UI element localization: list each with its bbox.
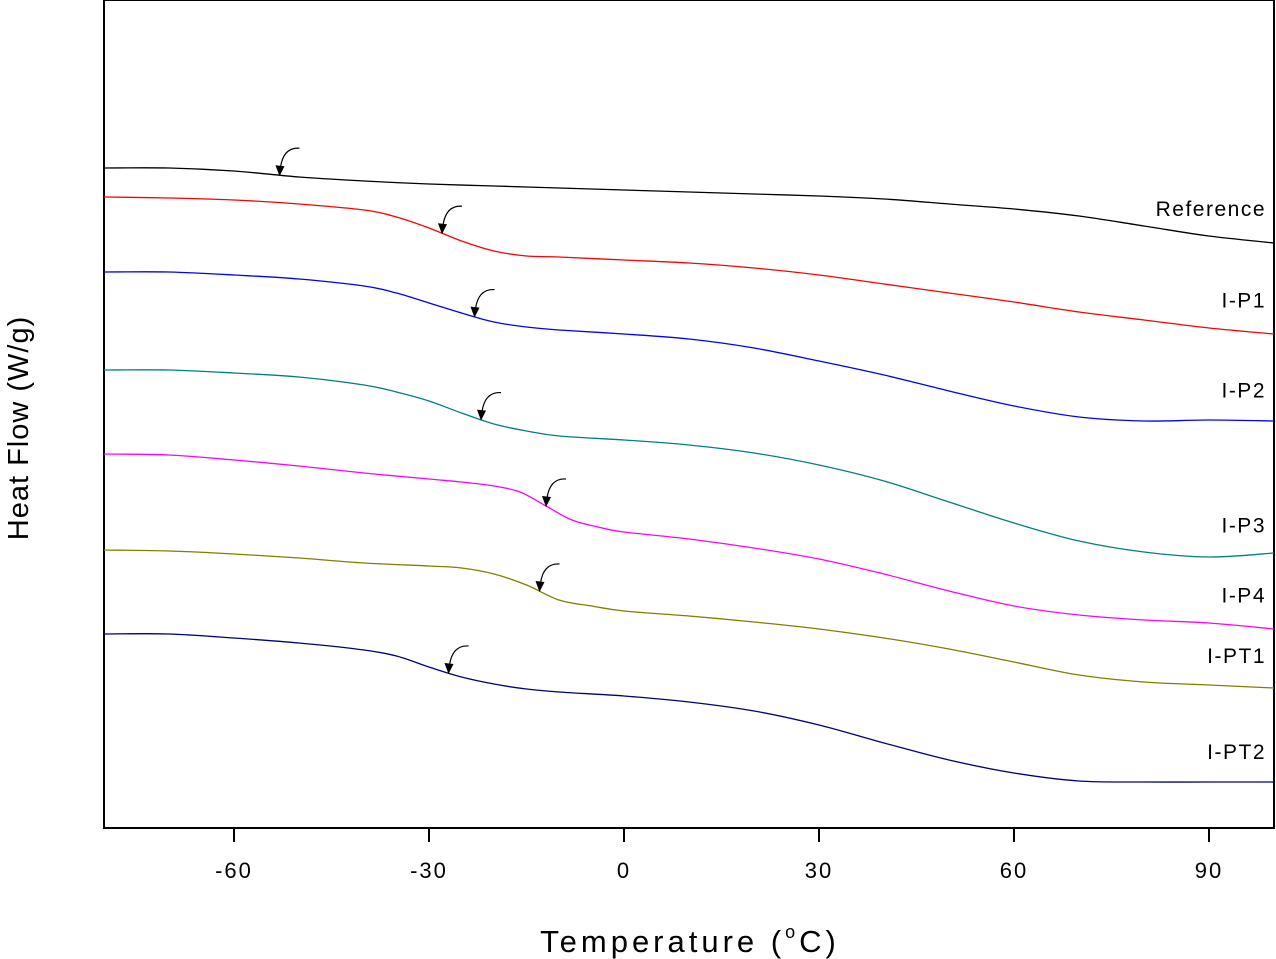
- series-label-i-p3: I-P3: [1221, 514, 1266, 537]
- series-layer: [103, 167, 1275, 783]
- tg-arrow-reference: [275, 147, 300, 177]
- series-line-i-pt1: [103, 549, 1275, 689]
- tg-arrow-i-pt1: [535, 563, 560, 592]
- tg-arrow-i-p1: [438, 205, 463, 235]
- x-tick-label: -60: [215, 858, 253, 883]
- series-line-reference: [103, 167, 1275, 244]
- series-label-i-p2: I-P2: [1221, 379, 1266, 402]
- series-label-reference: Reference: [1156, 198, 1266, 221]
- x-tick-layer: -60 -30 0 30 60 90: [215, 828, 1223, 883]
- series-label-i-p1: I-P1: [1221, 289, 1266, 312]
- tg-arrow-i-p2: [470, 288, 495, 318]
- series-label-layer: Reference I-P1 I-P2 I-P3 I-P4 I-PT1 I-PT2: [1156, 198, 1266, 764]
- tg-arrow-i-p4: [542, 478, 567, 507]
- tg-arrow-i-p3: [477, 391, 502, 421]
- tg-marker-layer: [275, 147, 567, 674]
- x-axis-title: Temperature (oC): [540, 922, 840, 959]
- tg-arrow-i-pt2: [444, 645, 469, 674]
- plot-frame: [103, 0, 1275, 829]
- series-line-i-p3: [103, 369, 1275, 558]
- series-line-i-p2: [103, 271, 1275, 422]
- series-line-i-pt2: [103, 633, 1274, 783]
- x-tick-label: 30: [805, 858, 833, 883]
- x-tick-label: 0: [617, 858, 631, 883]
- series-line-i-p1: [103, 196, 1275, 335]
- series-line-i-p4: [103, 453, 1275, 630]
- x-tick-label: -30: [410, 858, 448, 883]
- x-tick-label: 90: [1195, 858, 1223, 883]
- series-label-i-p4: I-P4: [1221, 584, 1266, 607]
- y-axis-title: Heat Flow (W/g): [3, 316, 35, 540]
- series-label-i-pt1: I-PT1: [1207, 645, 1266, 668]
- x-tick-label: 60: [1000, 858, 1028, 883]
- series-label-i-pt2: I-PT2: [1207, 741, 1266, 764]
